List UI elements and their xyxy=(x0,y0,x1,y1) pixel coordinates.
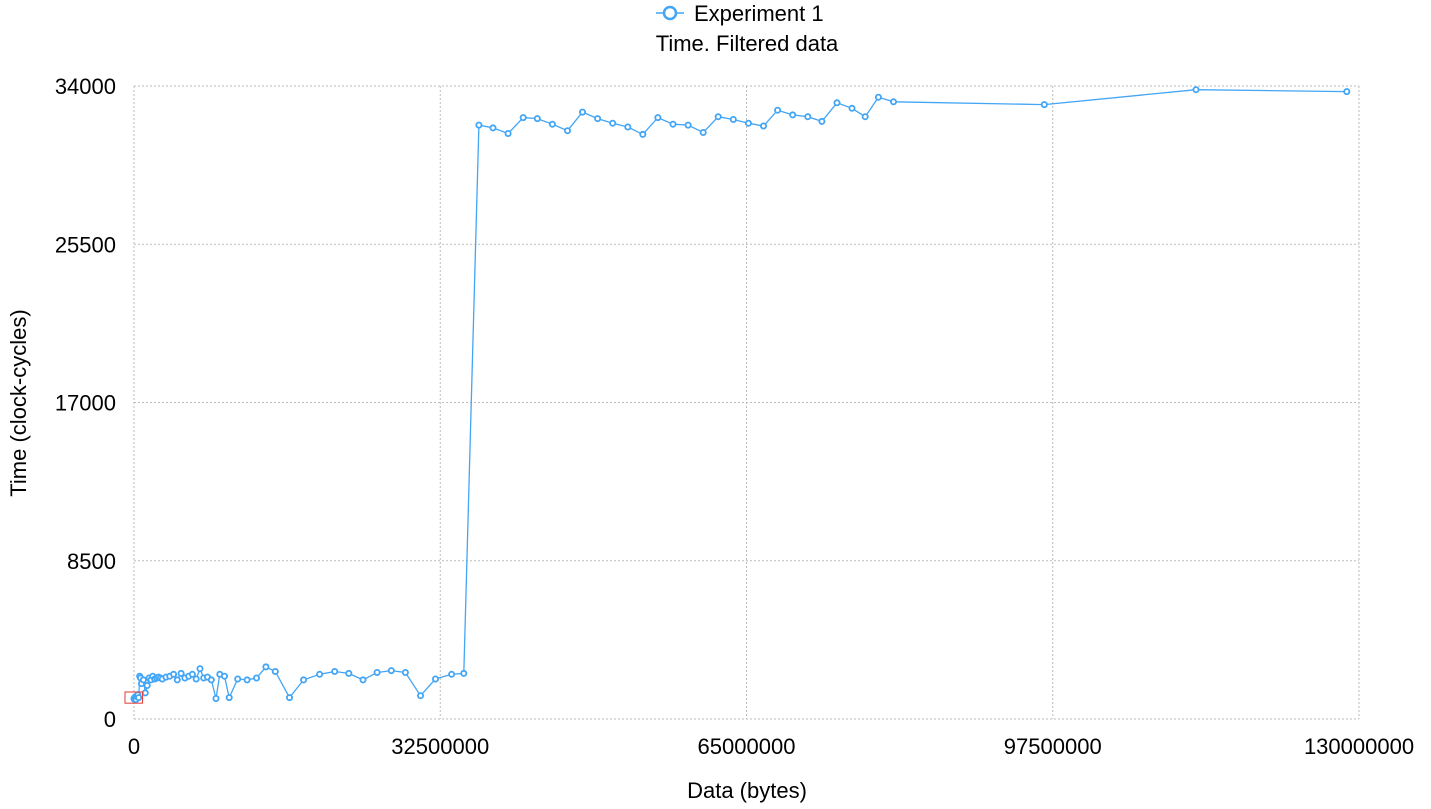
data-point xyxy=(285,694,293,702)
x-tick-label: 65000000 xyxy=(698,734,796,759)
legend-label: Experiment 1 xyxy=(694,1,824,26)
y-tick-label: 34000 xyxy=(55,74,116,99)
data-point xyxy=(624,123,632,131)
legend: Experiment 1 xyxy=(656,1,824,26)
data-point xyxy=(1192,86,1200,94)
data-point xyxy=(225,694,233,702)
data-point xyxy=(220,672,228,680)
x-tick-label: 97500000 xyxy=(1004,734,1102,759)
y-tick-label: 25500 xyxy=(55,232,116,257)
data-point xyxy=(789,111,797,119)
data-point xyxy=(1343,88,1351,96)
data-point xyxy=(139,676,147,684)
x-tick-label: 32500000 xyxy=(391,734,489,759)
data-point xyxy=(818,117,826,125)
data-point xyxy=(609,119,617,127)
data-point xyxy=(564,127,572,135)
data-point xyxy=(373,669,381,677)
data-point xyxy=(489,124,497,132)
data-point xyxy=(262,663,270,671)
y-tick-label: 0 xyxy=(104,707,116,732)
data-point xyxy=(170,670,178,678)
data-point xyxy=(300,676,308,684)
data-point xyxy=(416,692,424,700)
series-line xyxy=(133,89,1347,702)
y-axis-title: Time (clock-cycles) xyxy=(6,309,31,496)
y-tick-label: 17000 xyxy=(55,391,116,416)
data-point xyxy=(669,120,677,128)
data-point xyxy=(431,675,439,683)
series-experiment-1 xyxy=(124,86,1351,704)
legend-marker xyxy=(662,5,678,21)
data-point xyxy=(316,670,324,678)
data-point xyxy=(890,98,898,106)
data-point xyxy=(861,113,869,121)
data-point xyxy=(345,669,353,677)
data-point xyxy=(143,682,151,690)
data-point xyxy=(401,669,409,677)
data-point xyxy=(874,93,882,101)
data-point xyxy=(804,113,812,121)
data-point xyxy=(594,115,602,123)
data-point xyxy=(548,120,556,128)
data-point xyxy=(848,104,856,112)
x-axis-title: Data (bytes) xyxy=(687,778,807,803)
data-point xyxy=(243,676,251,684)
data-point xyxy=(579,108,587,116)
x-tick-label: 0 xyxy=(128,734,140,759)
data-point xyxy=(460,669,468,677)
data-point xyxy=(192,675,200,683)
y-tick-label: 8500 xyxy=(67,549,116,574)
data-point xyxy=(135,694,143,702)
data-point xyxy=(448,670,456,678)
data-point xyxy=(654,114,662,122)
data-point xyxy=(387,667,395,675)
highlight-box xyxy=(124,691,144,704)
data-point xyxy=(252,674,260,682)
data-point xyxy=(833,99,841,107)
data-point xyxy=(714,113,722,121)
data-point xyxy=(173,676,181,684)
data-point xyxy=(331,668,339,676)
data-point xyxy=(207,676,215,684)
data-point xyxy=(1040,101,1048,109)
data-point xyxy=(475,121,483,129)
data-point xyxy=(234,675,242,683)
data-point xyxy=(774,106,782,114)
data-point xyxy=(141,689,149,697)
data-point xyxy=(760,122,768,130)
x-tick-label: 130000000 xyxy=(1304,734,1414,759)
data-point xyxy=(177,669,185,677)
chart-title: Time. Filtered data xyxy=(656,31,839,56)
data-point xyxy=(744,119,752,127)
data-point xyxy=(533,115,541,123)
data-point xyxy=(684,121,692,129)
data-point xyxy=(729,116,737,124)
data-point xyxy=(196,665,204,673)
data-point xyxy=(504,129,512,137)
data-point xyxy=(519,114,527,122)
data-point xyxy=(639,130,647,138)
data-point xyxy=(188,670,196,678)
data-point xyxy=(699,128,707,136)
data-point xyxy=(212,695,220,703)
data-point xyxy=(271,668,279,676)
axes: 0 32500000 65000000 97500000 130000000 0 8500 1… xyxy=(55,74,1414,759)
data-point xyxy=(359,676,367,684)
grid xyxy=(133,85,1360,720)
